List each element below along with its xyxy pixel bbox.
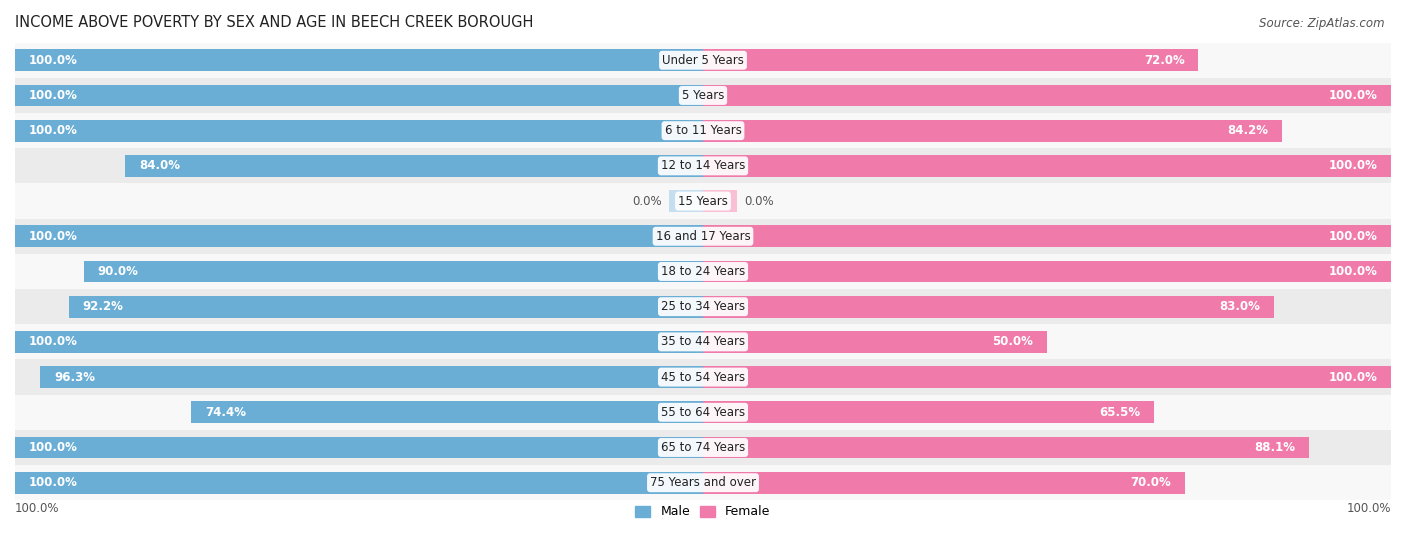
Text: 45 to 54 Years: 45 to 54 Years <box>661 371 745 383</box>
Bar <box>15 49 703 71</box>
Bar <box>703 296 1274 318</box>
Text: 25 to 34 Years: 25 to 34 Years <box>661 300 745 313</box>
Bar <box>703 437 1309 458</box>
Text: 65.5%: 65.5% <box>1098 406 1140 419</box>
Bar <box>703 84 1391 106</box>
Text: 0.0%: 0.0% <box>744 195 773 207</box>
Text: 35 to 44 Years: 35 to 44 Years <box>661 335 745 348</box>
Text: 100.0%: 100.0% <box>1329 89 1378 102</box>
Bar <box>703 190 737 212</box>
Text: 90.0%: 90.0% <box>97 265 138 278</box>
Text: 84.2%: 84.2% <box>1227 124 1268 137</box>
Text: INCOME ABOVE POVERTY BY SEX AND AGE IN BEECH CREEK BOROUGH: INCOME ABOVE POVERTY BY SEX AND AGE IN B… <box>15 15 533 30</box>
Text: 100.0%: 100.0% <box>1347 502 1391 515</box>
Bar <box>84 260 703 282</box>
Bar <box>15 472 703 494</box>
Bar <box>15 219 1391 254</box>
Text: 75 Years and over: 75 Years and over <box>650 476 756 489</box>
Bar <box>703 401 1154 423</box>
Text: 100.0%: 100.0% <box>28 54 77 67</box>
Bar <box>15 324 1391 359</box>
Text: 70.0%: 70.0% <box>1130 476 1171 489</box>
Bar <box>15 437 703 458</box>
Bar <box>125 155 703 177</box>
Text: 72.0%: 72.0% <box>1144 54 1185 67</box>
Bar <box>15 120 703 141</box>
Bar <box>191 401 703 423</box>
Bar <box>15 78 1391 113</box>
Text: 100.0%: 100.0% <box>28 89 77 102</box>
Text: 100.0%: 100.0% <box>1329 159 1378 172</box>
Text: 12 to 14 Years: 12 to 14 Years <box>661 159 745 172</box>
Text: 100.0%: 100.0% <box>28 441 77 454</box>
Bar <box>703 331 1047 353</box>
Bar <box>15 465 1391 500</box>
Text: 100.0%: 100.0% <box>28 124 77 137</box>
Bar <box>703 472 1185 494</box>
Text: 84.0%: 84.0% <box>139 159 180 172</box>
Bar <box>703 120 1282 141</box>
Text: 100.0%: 100.0% <box>1329 230 1378 243</box>
Text: 83.0%: 83.0% <box>1219 300 1260 313</box>
Text: 100.0%: 100.0% <box>28 476 77 489</box>
Bar <box>703 366 1391 388</box>
Text: 100.0%: 100.0% <box>1329 265 1378 278</box>
Bar <box>15 113 1391 148</box>
Bar <box>15 148 1391 183</box>
Text: Under 5 Years: Under 5 Years <box>662 54 744 67</box>
Text: 96.3%: 96.3% <box>55 371 96 383</box>
Bar <box>703 260 1391 282</box>
Bar <box>15 42 1391 78</box>
Bar <box>703 225 1391 247</box>
Text: 100.0%: 100.0% <box>15 502 59 515</box>
Text: 18 to 24 Years: 18 to 24 Years <box>661 265 745 278</box>
Text: 92.2%: 92.2% <box>83 300 124 313</box>
Text: 0.0%: 0.0% <box>633 195 662 207</box>
Bar <box>69 296 703 318</box>
Text: 88.1%: 88.1% <box>1254 441 1295 454</box>
Bar <box>703 155 1391 177</box>
Text: 74.4%: 74.4% <box>205 406 246 419</box>
Bar <box>15 395 1391 430</box>
Bar <box>15 225 703 247</box>
Text: 5 Years: 5 Years <box>682 89 724 102</box>
Text: 55 to 64 Years: 55 to 64 Years <box>661 406 745 419</box>
Bar <box>15 254 1391 289</box>
Bar <box>15 289 1391 324</box>
Text: 100.0%: 100.0% <box>28 335 77 348</box>
Legend: Male, Female: Male, Female <box>630 500 776 523</box>
Bar <box>41 366 703 388</box>
Text: 6 to 11 Years: 6 to 11 Years <box>665 124 741 137</box>
Bar <box>669 190 703 212</box>
Bar <box>15 331 703 353</box>
Bar <box>15 84 703 106</box>
Bar <box>15 359 1391 395</box>
Text: 100.0%: 100.0% <box>28 230 77 243</box>
Text: 65 to 74 Years: 65 to 74 Years <box>661 441 745 454</box>
Text: 100.0%: 100.0% <box>1329 371 1378 383</box>
Text: 16 and 17 Years: 16 and 17 Years <box>655 230 751 243</box>
Text: 50.0%: 50.0% <box>993 335 1033 348</box>
Text: 15 Years: 15 Years <box>678 195 728 207</box>
Bar <box>703 49 1198 71</box>
Bar <box>15 183 1391 219</box>
Text: Source: ZipAtlas.com: Source: ZipAtlas.com <box>1260 17 1385 30</box>
Bar <box>15 430 1391 465</box>
